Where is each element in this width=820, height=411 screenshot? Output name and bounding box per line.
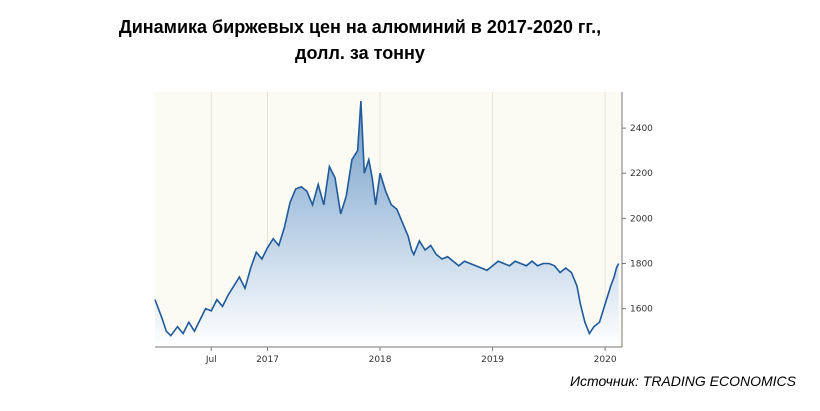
x-tick-labels: Jul 2017 2018 2019 2020 xyxy=(205,347,617,365)
chart-title: Динамика биржевых цен на алюминий в 2017… xyxy=(0,14,720,66)
price-area-fill xyxy=(155,101,619,347)
source-note: Источник: TRADING ECONOMICS xyxy=(569,373,796,389)
x-tick-label: 2017 xyxy=(256,355,279,365)
x-tick-label: 2020 xyxy=(594,355,617,365)
x-tick-label: Jul xyxy=(205,355,217,365)
y-tick-label: 1800 xyxy=(630,260,653,270)
y-tick-label: 2000 xyxy=(630,214,653,224)
price-line xyxy=(154,100,620,337)
x-tick-label: 2019 xyxy=(481,355,504,365)
chart-title-line1: Динамика биржевых цен на алюминий в 2017… xyxy=(118,17,602,37)
y-tick-label: 2200 xyxy=(630,169,653,179)
y-tick-label: 1600 xyxy=(630,305,653,315)
y-tick-label: 2400 xyxy=(630,124,653,134)
chart-title-line2: долл. за тонну xyxy=(295,43,425,63)
y-tick-labels: 1600 1800 2000 2200 2400 xyxy=(622,124,653,315)
x-tick-label: 2018 xyxy=(369,355,392,365)
